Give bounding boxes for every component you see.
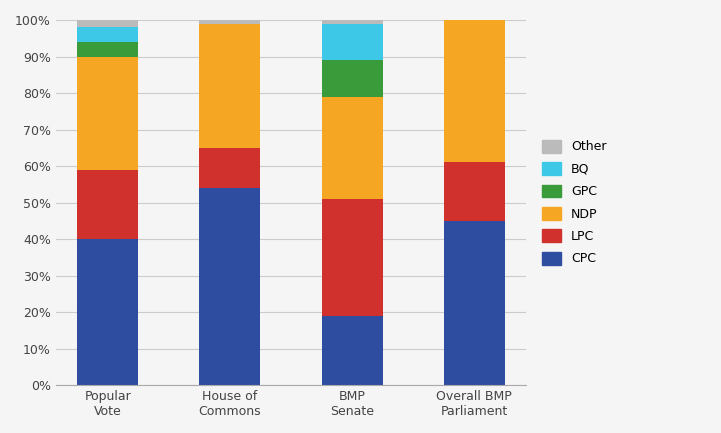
Bar [322,20,383,24]
Bar [77,170,138,239]
Bar [322,316,383,385]
Bar [443,162,505,221]
Bar [77,239,138,385]
Bar [199,20,260,24]
Bar [77,27,138,42]
Bar [322,24,383,60]
Legend: Other, BQ, GPC, NDP, LPC, CPC: Other, BQ, GPC, NDP, LPC, CPC [537,135,611,270]
Bar [77,42,138,57]
Bar [77,57,138,170]
Bar [199,188,260,385]
Bar [199,24,260,148]
Bar [322,199,383,316]
Bar [322,97,383,199]
Bar [199,148,260,188]
Bar [443,0,505,162]
Bar [322,60,383,97]
Bar [443,221,505,385]
Bar [77,20,138,27]
